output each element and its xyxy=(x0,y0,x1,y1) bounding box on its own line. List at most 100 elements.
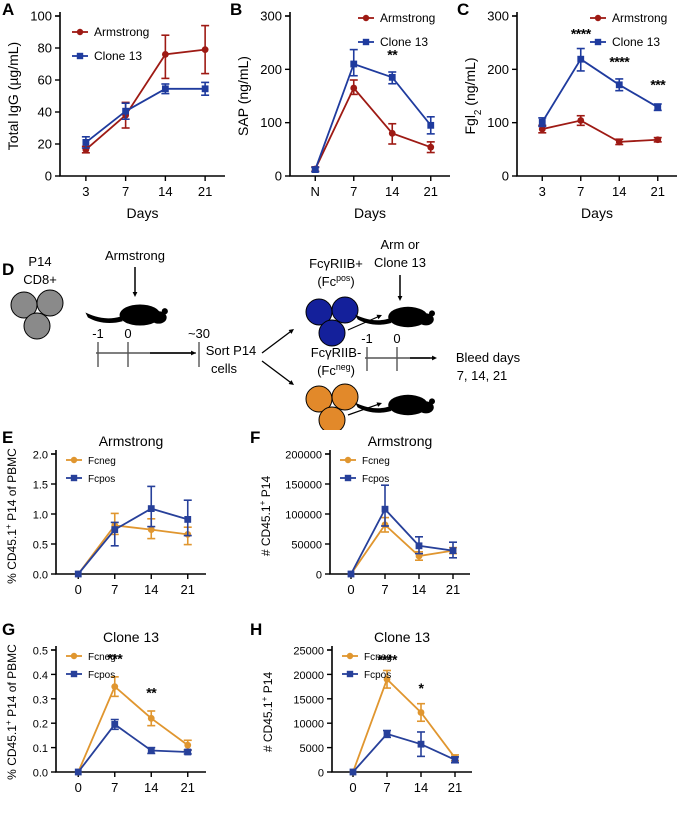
svg-text:0.5: 0.5 xyxy=(33,646,48,658)
svg-text:Fcneg: Fcneg xyxy=(88,652,116,663)
chart-b: 0 100 200 300 N 7 14 21 ** SAP (ng/mL) Days Armstro… xyxy=(235,9,450,221)
svg-text:Arm or: Arm or xyxy=(381,237,421,252)
svg-text:***: *** xyxy=(107,650,123,666)
svg-text:14: 14 xyxy=(158,184,172,199)
svg-text:Fcneg: Fcneg xyxy=(88,456,116,467)
svg-text:200000: 200000 xyxy=(285,450,322,462)
svg-text:cells: cells xyxy=(211,361,238,376)
svg-text:Clone 13: Clone 13 xyxy=(612,35,660,49)
panel-c: C 0 100 200 300 3 7 14 21 **** **** *** Fgl2 (ng/mL… xyxy=(455,0,700,230)
svg-text:0.0: 0.0 xyxy=(33,768,48,780)
panel-f: F 0 50000 100000 150000 200000 0 7 14 21 # CD45.1… xyxy=(248,428,498,618)
panel-h: H 0 5000 10000 15000 20000 25000 0 7 14 21 **** * # … xyxy=(248,620,498,815)
svg-text:Fcneg: Fcneg xyxy=(362,456,390,467)
svg-text:****: **** xyxy=(609,54,630,70)
svg-text:3: 3 xyxy=(82,184,89,199)
svg-text:Clone 13: Clone 13 xyxy=(103,629,159,645)
svg-text:0: 0 xyxy=(275,169,282,184)
svg-text:Fcpos: Fcpos xyxy=(88,670,115,681)
svg-text:SAP (ng/mL): SAP (ng/mL) xyxy=(235,56,251,136)
svg-text:(Fcneg): (Fcneg) xyxy=(317,362,355,378)
panel-d-letter: D xyxy=(2,260,15,279)
svg-text:14: 14 xyxy=(385,184,399,199)
svg-text:21: 21 xyxy=(446,582,460,597)
svg-text:21: 21 xyxy=(424,184,438,199)
svg-text:0: 0 xyxy=(75,582,82,597)
svg-text:Days: Days xyxy=(581,205,613,221)
svg-text:7: 7 xyxy=(350,184,357,199)
svg-text:0: 0 xyxy=(393,331,400,346)
svg-text:Armstrong: Armstrong xyxy=(380,11,435,25)
svg-text:200: 200 xyxy=(487,62,509,77)
svg-text:Fcpos: Fcpos xyxy=(88,474,115,485)
panel-a: A 0 20 40 60 80 100 3 7 14 21 Total IgG (µg/mL) Day… xyxy=(0,0,240,230)
panel-c-letter: C xyxy=(457,0,470,19)
svg-text:Fcneg: Fcneg xyxy=(364,652,392,663)
svg-text:0: 0 xyxy=(124,326,131,341)
svg-text:0.0: 0.0 xyxy=(33,570,48,582)
fcpos-cells xyxy=(305,296,359,347)
panel-d: D P14 CD8+ Armstrong -1 0 ~30 Sort P14 cells Fcγ… xyxy=(0,235,700,430)
svg-text:0: 0 xyxy=(45,169,52,184)
svg-text:0: 0 xyxy=(75,780,82,795)
svg-text:Total IgG (µg/mL): Total IgG (µg/mL) xyxy=(5,42,21,150)
svg-text:21: 21 xyxy=(448,780,462,795)
svg-text:Days: Days xyxy=(354,205,386,221)
svg-text:0.4: 0.4 xyxy=(33,670,48,682)
svg-text:**: ** xyxy=(387,47,398,63)
svg-text:Clone 13: Clone 13 xyxy=(374,629,430,645)
svg-text:100: 100 xyxy=(260,115,282,130)
svg-text:N: N xyxy=(311,184,320,199)
fcneg-cells xyxy=(305,383,359,430)
svg-text:-1: -1 xyxy=(92,326,104,341)
svg-text:21: 21 xyxy=(181,780,195,795)
svg-text:1.5: 1.5 xyxy=(33,480,48,492)
svg-text:# CD45.1+ P14: # CD45.1+ P14 xyxy=(259,672,275,753)
svg-text:50000: 50000 xyxy=(291,540,322,552)
svg-text:7: 7 xyxy=(111,780,118,795)
svg-text:14: 14 xyxy=(414,780,428,795)
svg-text:(Fcpos): (Fcpos) xyxy=(317,273,354,289)
svg-text:40: 40 xyxy=(38,105,52,120)
p14-cd8-cells xyxy=(10,289,64,340)
svg-text:5000: 5000 xyxy=(300,743,324,755)
panel-f-letter: F xyxy=(250,428,261,447)
svg-text:1.0: 1.0 xyxy=(33,510,48,522)
svg-text:Armstrong: Armstrong xyxy=(368,433,433,449)
svg-text:-1: -1 xyxy=(361,331,373,346)
svg-text:Armstrong: Armstrong xyxy=(94,25,149,39)
svg-text:0.2: 0.2 xyxy=(33,719,48,731)
panel-a-letter: A xyxy=(2,0,15,19)
svg-text:***: *** xyxy=(650,77,666,93)
svg-text:% CD45.1+ P14 of PBMC: % CD45.1+ P14 of PBMC xyxy=(3,448,19,584)
svg-text:CD8+: CD8+ xyxy=(23,272,57,287)
svg-text:Armstrong: Armstrong xyxy=(105,248,165,263)
svg-text:Armstrong: Armstrong xyxy=(612,11,667,25)
experiment-schematic: P14 CD8+ Armstrong -1 0 ~30 Sort P14 cells FcγRI… xyxy=(10,237,521,430)
svg-text:150000: 150000 xyxy=(285,480,322,492)
svg-text:60: 60 xyxy=(38,73,52,88)
svg-text:21: 21 xyxy=(651,184,665,199)
svg-text:****: **** xyxy=(377,652,398,668)
svg-text:Clone 13: Clone 13 xyxy=(374,255,426,270)
chart-a: 0 20 40 60 80 100 3 7 14 21 Total IgG (µg/mL) Days A… xyxy=(5,9,225,221)
svg-text:****: **** xyxy=(571,25,592,41)
svg-text:14: 14 xyxy=(144,582,158,597)
mouse-icon xyxy=(355,394,435,416)
svg-text:FcγRIIB-: FcγRIIB- xyxy=(311,345,362,360)
svg-text:0: 0 xyxy=(502,169,509,184)
svg-text:20: 20 xyxy=(38,137,52,152)
panel-b-letter: B xyxy=(230,0,243,19)
svg-text:Days: Days xyxy=(127,205,159,221)
svg-text:7: 7 xyxy=(122,184,129,199)
panel-g-letter: G xyxy=(2,620,16,639)
svg-text:100000: 100000 xyxy=(285,510,322,522)
chart-e: 0.0 0.5 1.0 1.5 2.0 0 7 14 21 % CD45.1+ P14 of PB… xyxy=(3,433,206,597)
svg-text:80: 80 xyxy=(38,41,52,56)
svg-text:25000: 25000 xyxy=(293,646,324,658)
svg-text:100: 100 xyxy=(30,9,52,24)
svg-text:Fcpos: Fcpos xyxy=(364,670,391,681)
svg-text:Fcpos: Fcpos xyxy=(362,474,389,485)
